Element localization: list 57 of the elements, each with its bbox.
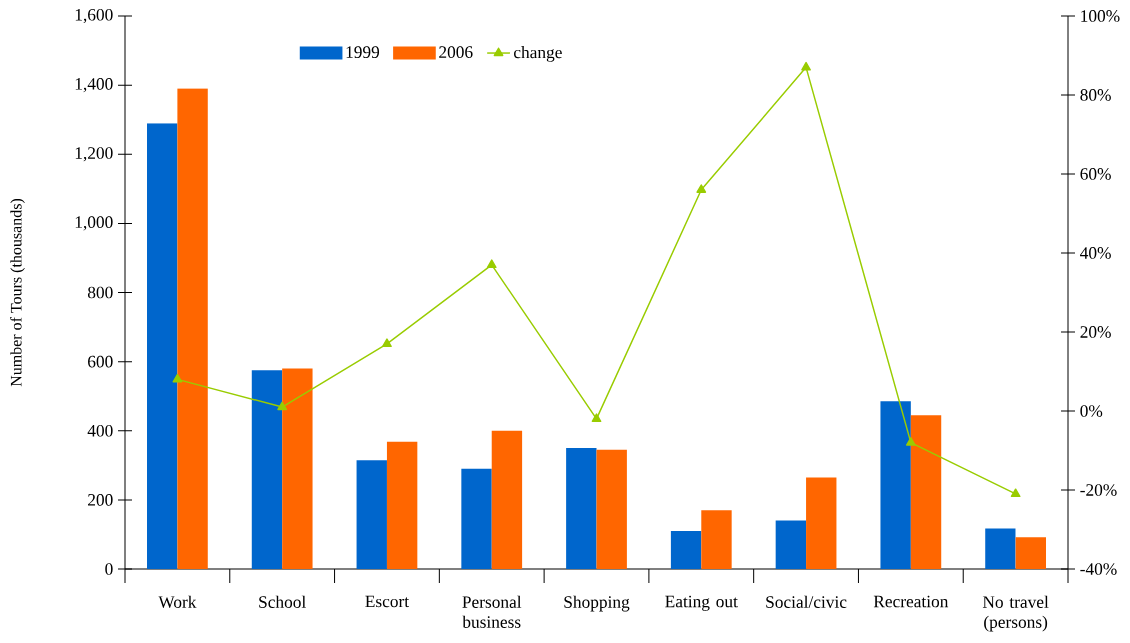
point (277, 401, 288, 411)
bar (251, 370, 283, 569)
y2-tick-label: 0% (1080, 405, 1103, 417)
y2-tick-label: 80% (1080, 89, 1111, 101)
point (486, 259, 497, 268)
y2-tick-label: 40% (1080, 247, 1111, 259)
point (172, 373, 183, 383)
bar (880, 401, 911, 569)
bar (177, 88, 208, 569)
legend-label: 2006 (439, 46, 473, 58)
y-tick-label: 1,600 (75, 8, 113, 24)
bar (1015, 537, 1046, 569)
legend-label: change (514, 46, 562, 62)
bar (491, 430, 523, 569)
x-tick-label: Social/civic (766, 595, 847, 608)
point (801, 61, 811, 71)
point (1010, 488, 1021, 498)
x-tick-label: Escort (365, 595, 409, 608)
bar (147, 123, 178, 569)
y-tick-label: 400 (87, 424, 113, 437)
bar (670, 530, 702, 569)
x-tick-label: Recreation (873, 595, 949, 608)
x-tick-label: Work (158, 595, 197, 609)
point (382, 338, 392, 347)
y-axis-title: Number of Tours (thousands) (10, 198, 25, 387)
bar (701, 510, 732, 569)
bar (461, 468, 492, 569)
bar (596, 449, 627, 569)
bar (985, 528, 1016, 569)
point (696, 184, 707, 193)
y-tick-label: 600 (88, 355, 113, 368)
bar (282, 368, 313, 569)
y2-tick-label: -40% (1080, 563, 1117, 575)
x-tick-label: Personal business (462, 595, 522, 628)
bar (806, 477, 837, 569)
bar (910, 415, 942, 569)
y2-tick-label: 20% (1080, 326, 1111, 338)
bar (356, 460, 387, 569)
x-tick-label: Shopping (564, 595, 630, 612)
bar (566, 448, 597, 569)
bar (775, 520, 807, 569)
x-tick-label: Eating out (665, 595, 738, 611)
bar (386, 441, 418, 569)
y-tick-label: 800 (87, 286, 113, 299)
y-tick-label: 200 (88, 494, 113, 506)
legend-label: 1999 (346, 46, 380, 58)
x-tick-label: School (259, 595, 306, 608)
point (591, 413, 602, 423)
y2-tick-label: 60% (1080, 168, 1111, 180)
y-tick-label: 0 (105, 563, 113, 575)
y2-tick-label: -20% (1080, 484, 1117, 496)
y-tick-label: 1,400 (75, 78, 113, 93)
x-tick-label: No travel (persons) (982, 595, 1049, 632)
point (905, 437, 916, 446)
y-tick-label: 1,000 (75, 216, 113, 231)
y2-tick-label: 100% (1081, 10, 1120, 22)
y-tick-label: 1,200 (75, 147, 113, 162)
